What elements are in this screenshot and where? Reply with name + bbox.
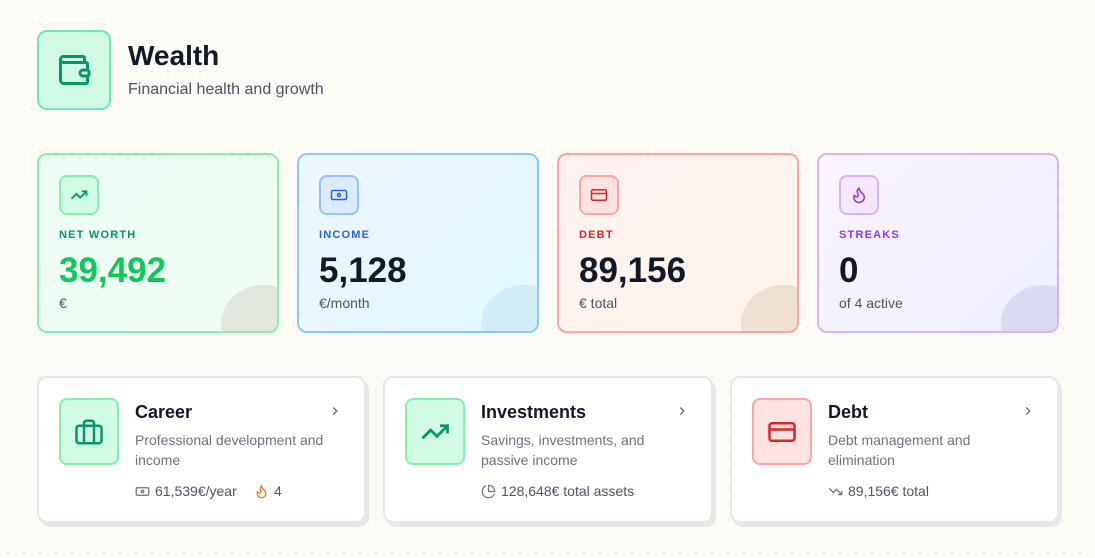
section-title: Investments — [481, 402, 587, 422]
section-description: Professional development and income — [135, 432, 324, 468]
section-icon — [405, 398, 465, 465]
section-meta: 128,648€ total assets — [481, 483, 634, 499]
section-meta: 61,539€/year — [135, 483, 237, 499]
stat-card: INCOME 5,128 €/month — [297, 153, 539, 333]
decoration — [741, 285, 797, 331]
stat-card: NET WORTH 39,492 € — [37, 153, 279, 333]
page-title: Wealth — [128, 40, 220, 71]
section-title: Career — [135, 402, 193, 422]
page-subtitle: Financial health and growth — [128, 81, 324, 98]
section-icon — [752, 398, 812, 465]
meta-text: 89,156€ total — [848, 483, 929, 499]
section-card[interactable]: Investments Savings, investments, and pa… — [383, 376, 713, 523]
stat-unit: €/month — [319, 295, 370, 311]
section-description: Debt management and elimination — [828, 432, 971, 468]
chevron — [679, 406, 685, 416]
stat-unit: € — [59, 295, 67, 311]
stat-label: NET WORTH — [59, 229, 137, 241]
meta-text: 61,539€/year — [155, 483, 237, 499]
header-icon — [37, 30, 111, 110]
stat-icon — [839, 175, 879, 215]
chevron — [332, 406, 338, 416]
section-meta: 4 — [254, 483, 282, 499]
stat-unit: € total — [579, 295, 618, 311]
decoration — [1001, 285, 1057, 331]
stat-card: DEBT 89,156 € total — [557, 153, 799, 333]
section-description: Savings, investments, and passive income — [481, 432, 645, 468]
chevron — [1025, 406, 1031, 416]
stat-icon — [319, 175, 359, 215]
section-card[interactable]: Career Professional development and inco… — [37, 376, 366, 523]
section-card[interactable]: Debt Debt management and elimination 89,… — [730, 376, 1059, 523]
stat-label: INCOME — [319, 229, 371, 241]
stat-value: 39,492 — [59, 251, 167, 290]
meta-text: 128,648€ total assets — [501, 483, 635, 499]
stat-icon — [579, 175, 619, 215]
section-title: Debt — [828, 402, 868, 422]
stat-value: 89,156 — [579, 251, 687, 290]
stat-unit: of 4 active — [839, 295, 903, 311]
stat-value: 0 — [839, 251, 859, 290]
decoration — [221, 285, 277, 331]
stat-label: DEBT — [579, 229, 614, 241]
section-meta: 89,156€ total — [828, 483, 929, 499]
decoration — [481, 285, 537, 331]
stat-label: STREAKS — [839, 229, 900, 241]
section-icon — [59, 398, 119, 465]
meta-text: 4 — [274, 483, 282, 499]
stat-card: STREAKS 0 of 4 active — [817, 153, 1059, 333]
stat-icon — [59, 175, 99, 215]
stat-value: 5,128 — [319, 251, 407, 290]
